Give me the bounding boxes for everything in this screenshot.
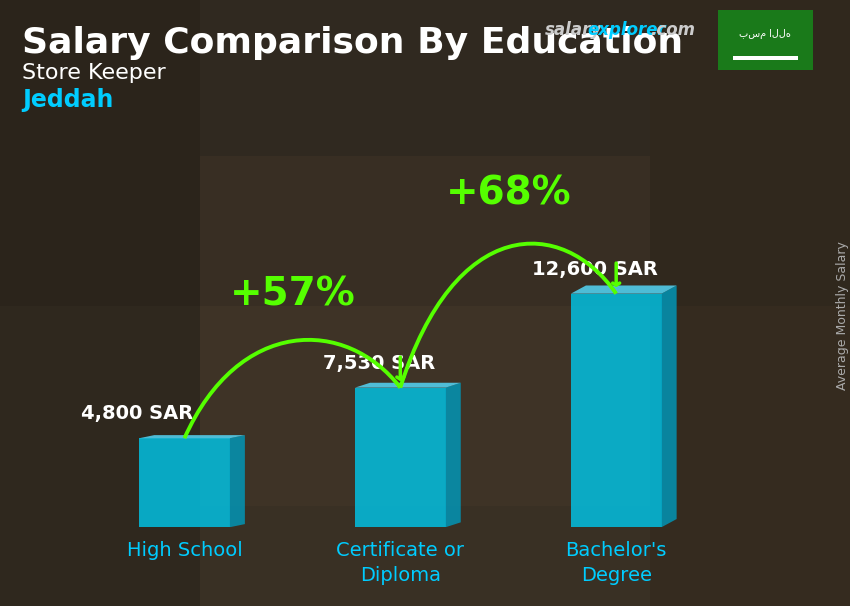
Polygon shape	[445, 383, 461, 527]
Bar	[718, 10, 813, 70]
Polygon shape	[661, 285, 677, 527]
Polygon shape	[230, 435, 245, 527]
Polygon shape	[355, 383, 461, 388]
Text: 7,530 SAR: 7,530 SAR	[323, 354, 435, 373]
Bar	[733, 56, 798, 60]
Text: Average Monthly Salary: Average Monthly Salary	[836, 242, 849, 390]
Text: Store Keeper: Store Keeper	[22, 63, 166, 83]
Text: بسم الله: بسم الله	[740, 29, 791, 39]
Text: 12,600 SAR: 12,600 SAR	[531, 260, 658, 279]
Text: Salary Comparison By Education: Salary Comparison By Education	[22, 26, 683, 60]
Polygon shape	[571, 294, 661, 527]
Polygon shape	[355, 388, 445, 527]
Polygon shape	[571, 285, 677, 294]
Bar	[0, 306, 850, 606]
Text: +68%: +68%	[445, 174, 571, 212]
Text: .com: .com	[650, 21, 695, 39]
Polygon shape	[139, 435, 245, 438]
Bar	[200, 156, 650, 506]
Text: Jeddah: Jeddah	[22, 88, 113, 112]
Bar	[650, 0, 850, 606]
Text: 4,800 SAR: 4,800 SAR	[81, 404, 193, 424]
Text: +57%: +57%	[230, 276, 355, 313]
Text: salary: salary	[545, 21, 603, 39]
Text: explorer: explorer	[587, 21, 666, 39]
Bar	[0, 0, 850, 306]
Polygon shape	[139, 438, 230, 527]
Bar	[0, 0, 200, 606]
